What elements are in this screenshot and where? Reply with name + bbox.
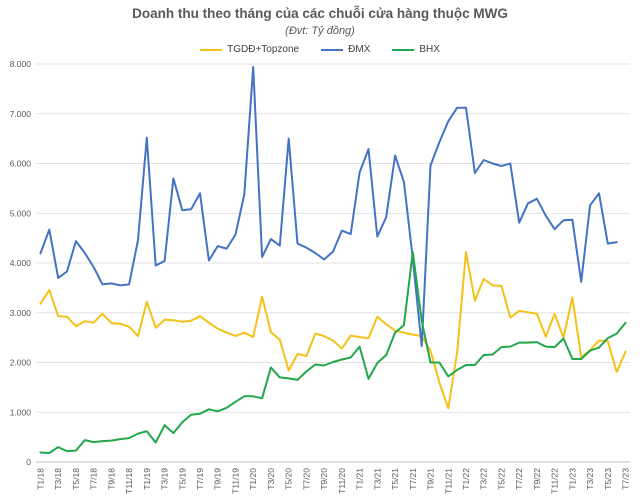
x-tick-label: T1/20 [248, 468, 258, 490]
x-tick-label: T3/21 [372, 468, 382, 490]
x-tick-label: T7/22 [514, 468, 524, 490]
x-tick-label: T3/18 [53, 468, 63, 490]
x-tick-label: T9/22 [532, 468, 542, 490]
x-tick-label: T5/23 [603, 468, 613, 490]
x-tick-label: T1/23 [567, 468, 577, 490]
x-tick-label: T9/19 [213, 468, 223, 490]
legend-swatch-bhx [392, 48, 415, 51]
x-tick-label: T1/22 [461, 468, 471, 490]
x-tick-label: T1/21 [355, 468, 365, 490]
x-tick-label: T7/18 [89, 468, 99, 490]
y-tick-label: 2.000 [10, 358, 32, 368]
y-tick-label: 8.000 [10, 59, 32, 69]
x-tick-label: T7/21 [408, 468, 418, 490]
y-tick-label: 6.000 [10, 159, 32, 169]
legend-label-dmx: ĐMX [348, 44, 371, 55]
x-tick-label: T7/23 [621, 468, 631, 490]
x-tick-label: T7/19 [195, 468, 205, 490]
x-tick-label: T7/20 [301, 468, 311, 490]
x-tick-label: T3/22 [479, 468, 489, 490]
series-line-1 [39, 66, 618, 348]
x-tick-label: T5/20 [284, 468, 294, 490]
x-tick-label: T11/21 [443, 468, 453, 494]
legend-swatch-tgdd [200, 48, 223, 51]
series-line-2 [39, 251, 627, 454]
x-tick-label: T5/18 [71, 468, 81, 490]
x-tick-label: T11/19 [230, 468, 240, 494]
x-tick-label: T5/22 [496, 468, 506, 490]
y-tick-label: 5.000 [10, 208, 32, 218]
legend-swatch-dmx [321, 48, 344, 51]
x-tick-label: T5/21 [390, 468, 400, 490]
legend-label-bhx: BHX [419, 44, 440, 55]
series-line-0 [39, 251, 627, 410]
x-tick-label: T11/18 [124, 468, 134, 494]
chart-title: Doanh thu theo tháng của các chuỗi cửa h… [132, 6, 508, 21]
y-tick-label: 1.000 [10, 407, 32, 417]
x-tick-label: T5/19 [177, 468, 187, 490]
legend-item-dmx: ĐMX [321, 44, 370, 55]
x-tick-label: T9/18 [106, 468, 116, 490]
y-tick-label: 4.000 [10, 258, 32, 268]
x-tick-label: T1/18 [35, 468, 45, 490]
x-tick-label: T11/22 [550, 468, 560, 494]
legend-label-tgdd: TGDĐ+Topzone [227, 44, 300, 55]
x-tick-label: T3/20 [266, 468, 276, 490]
x-tick-label: T9/20 [319, 468, 329, 490]
x-tick-label: T11/20 [337, 468, 347, 494]
x-tick-label: T3/19 [160, 468, 170, 490]
x-tick-label: T3/23 [585, 468, 595, 490]
y-tick-label: 7.000 [10, 109, 32, 119]
chart-subtitle: (Đvt: Tỷ đồng) [285, 25, 355, 37]
x-tick-label: T1/19 [142, 468, 152, 490]
legend-item-bhx: BHX [392, 44, 440, 55]
y-tick-label: 3.000 [10, 308, 32, 318]
chart-legend: TGDĐ+Topzone ĐMX BHX [0, 44, 640, 55]
y-tick-label: 0 [26, 457, 31, 467]
legend-item-tgdd: TGDĐ+Topzone [200, 44, 299, 55]
x-tick-label: T9/21 [426, 468, 436, 490]
